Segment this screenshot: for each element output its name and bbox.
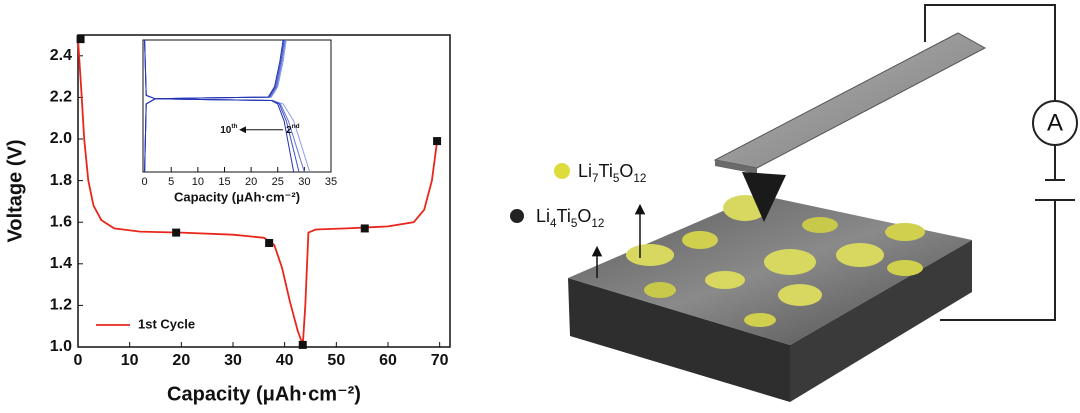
reactant-label-part: O [577, 206, 591, 226]
plot-frame [77, 34, 451, 348]
x-tick-label: 30 [224, 352, 242, 369]
data-line [144, 39, 295, 173]
cantilever-edge [715, 160, 757, 174]
grain [764, 249, 816, 275]
reactant-label-part: Li [536, 206, 550, 226]
annotation-right: 2nd [286, 123, 300, 135]
y-tick-label: 2.4 [50, 47, 72, 64]
product-label-part: O [619, 161, 633, 181]
data-marker [433, 137, 442, 146]
data-marker [265, 239, 274, 247]
product-label-part: 5 [613, 172, 620, 185]
wire [940, 200, 1056, 321]
annotation-left: 10th [220, 123, 237, 135]
afm-probe [713, 32, 987, 222]
x-tick-label: 70 [431, 352, 449, 369]
grain [682, 231, 718, 249]
reactant-label-part: Ti [557, 206, 571, 226]
ammeter [1032, 100, 1078, 146]
reactant-dot [510, 209, 524, 223]
reaction-arrows [591, 203, 646, 278]
y-tick-label: 1.4 [50, 255, 72, 272]
annotation-right-part: nd [292, 123, 300, 130]
inset-frame [142, 39, 332, 173]
y-tick-label: 2.2 [50, 89, 72, 106]
y-tick-label: 1.2 [50, 297, 72, 314]
grain [644, 282, 676, 298]
probe-tip [742, 172, 786, 222]
product-label-part: Ti [599, 161, 613, 181]
x-tick-label: 20 [245, 176, 257, 188]
x-tick-label: 30 [298, 176, 310, 188]
y-tick-label: 1.8 [50, 172, 72, 189]
legend-label: 1st Cycle [138, 316, 195, 331]
grain [705, 271, 745, 289]
x-tick-label: 25 [272, 176, 284, 188]
grain [744, 313, 776, 327]
grain [887, 260, 923, 276]
cantilever [713, 32, 987, 169]
product-label-part: 7 [592, 172, 599, 185]
circuit [924, 4, 1078, 321]
x-tick-label: 10 [192, 176, 204, 188]
data-marker [76, 35, 85, 44]
y-tick-label: 1.6 [50, 213, 72, 230]
annotation-left-part: th [231, 123, 237, 130]
sample-block [568, 195, 972, 402]
data-line [77, 39, 438, 346]
product-label-part: 12 [633, 172, 646, 185]
y-axis-label: Voltage (V) [4, 140, 26, 243]
x-tick-label: 0 [74, 352, 83, 369]
x-tick-label: 15 [218, 176, 230, 188]
x-tick-label: 20 [172, 352, 190, 369]
x-tick-label: 35 [325, 176, 337, 188]
grain [626, 244, 674, 266]
annotation-right-part: 2 [286, 124, 292, 135]
ammeter-label: A [1047, 109, 1063, 136]
x-tick-label: 60 [379, 352, 397, 369]
data-marker [360, 224, 369, 233]
x-tick-label: 0 [142, 176, 148, 188]
y-tick-label: 2.0 [50, 130, 72, 147]
reactant-label-part: 5 [571, 217, 578, 230]
reactant-label-part: 12 [591, 217, 604, 230]
grain [836, 243, 884, 267]
x-tick-label: 50 [327, 352, 345, 369]
x-axis-label: Capacity (μAh·cm⁻²) [167, 383, 361, 405]
data-marker [172, 228, 181, 237]
grain [778, 284, 822, 306]
reactant-label-part: 4 [550, 217, 557, 230]
wire [924, 4, 1056, 101]
data-marker [298, 340, 307, 349]
grain [885, 223, 925, 241]
grain [802, 217, 838, 233]
x-tick-label: 10 [121, 352, 139, 369]
x-tick-label: 40 [276, 352, 294, 369]
reactant-label: Li4Ti5O12 [536, 206, 604, 230]
product-label: Li7Ti5O12 [578, 161, 646, 185]
annotation-left-part: 10 [220, 124, 232, 135]
product-label-part: Li [578, 161, 592, 181]
x-axis-label: Capacity (μAh·cm⁻²) [174, 189, 300, 204]
x-tick-label: 5 [168, 176, 174, 188]
block-front [568, 278, 790, 402]
product-dot [554, 163, 570, 179]
block-side [790, 240, 972, 402]
y-tick-label: 1.0 [50, 338, 72, 355]
